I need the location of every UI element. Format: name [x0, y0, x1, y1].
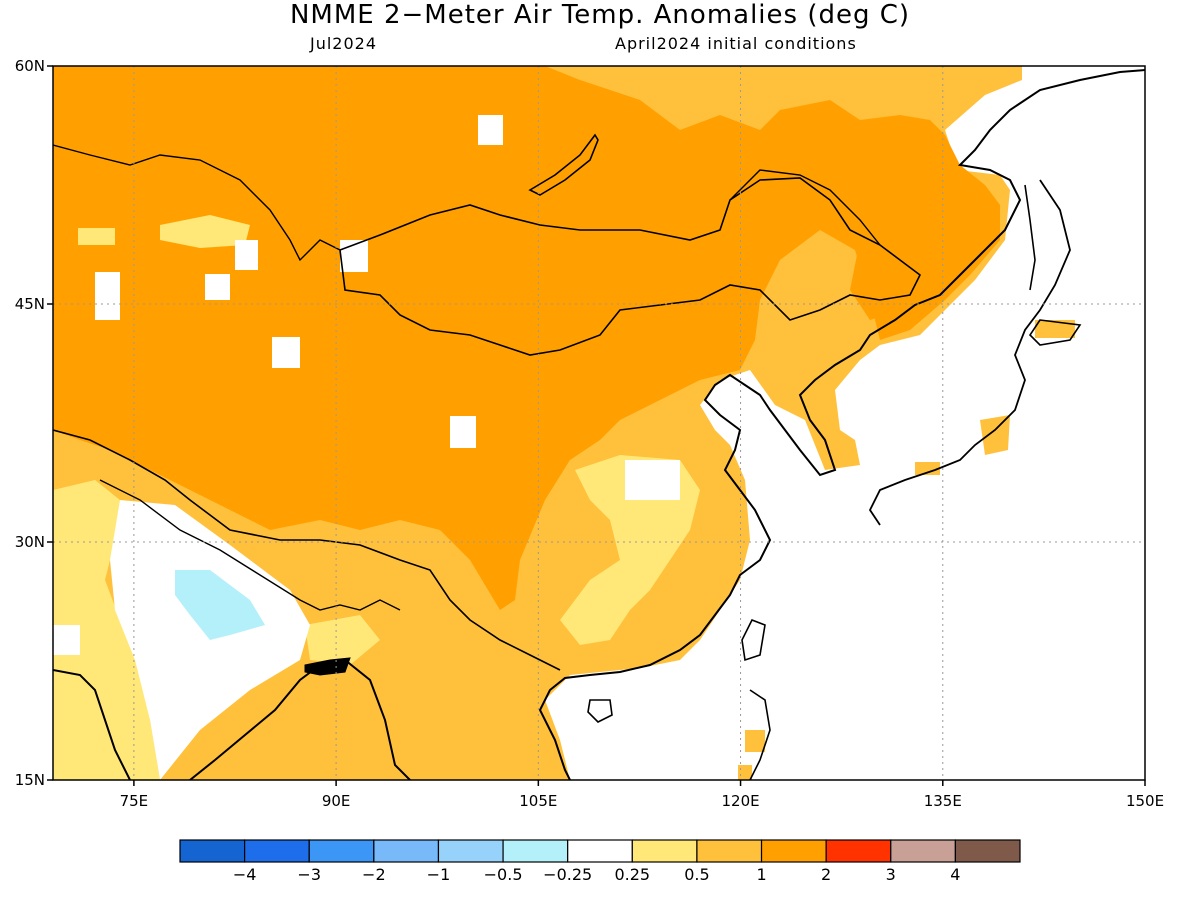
- lon-tick-label: 105E: [519, 792, 557, 810]
- colorbar-swatch: [502, 839, 569, 863]
- colorbar: −4 −3 −2 −1 −0.5 −0.25 0.25 0.5 1 2 3 4: [179, 839, 1021, 884]
- lat-tick-label: 15N: [15, 771, 45, 789]
- anomaly-region-0-5-1-myanmar: [305, 615, 380, 665]
- longitude-axis: 75E 90E 105E 120E 135E 150E: [120, 780, 1164, 810]
- colorbar-swatch: [954, 839, 1021, 863]
- anomaly-region-0-5-1-china: [560, 455, 700, 645]
- colorbar-swatch: [696, 839, 763, 863]
- colorbar-label: 1: [756, 865, 766, 884]
- colorbar-swatch: [437, 839, 504, 863]
- colorbar-label: −3: [297, 865, 321, 884]
- taiwan-outline: [741, 618, 766, 662]
- colorbar-swatch: [567, 839, 633, 863]
- colorbar-swatch: [244, 839, 310, 863]
- anomaly-region-ne-china: [780, 150, 975, 320]
- colorbar-label: 4: [950, 865, 960, 884]
- border-russia-china-ne: [729, 169, 881, 246]
- initial-conditions-label: April2024 initial conditions: [615, 34, 857, 53]
- border-china-south: [53, 429, 561, 671]
- coastline: [538, 69, 1145, 780]
- map-grid: [53, 66, 1145, 780]
- anomaly-region-japan: [915, 320, 1075, 475]
- hainan-outline: [587, 699, 613, 723]
- anomaly-region-0-5-1-india: [53, 480, 160, 780]
- lon-tick-label: 120E: [722, 792, 760, 810]
- lon-tick-label: 135E: [924, 792, 962, 810]
- anomaly-region-negative: [175, 570, 265, 640]
- colorbar-label: 3: [886, 865, 896, 884]
- colorbar-label: 2: [821, 865, 831, 884]
- anomaly-region-0-5-1-kaz: [78, 215, 250, 248]
- border-mongolia: [339, 177, 922, 356]
- colorbar-swatch: [760, 839, 827, 863]
- colorbar-label: −0.5: [484, 865, 523, 884]
- lon-tick-label: 75E: [120, 792, 149, 810]
- colorbar-label: −4: [233, 865, 257, 884]
- colorbar-label: 0.25: [614, 865, 650, 884]
- map-frame: [52, 65, 1146, 781]
- lat-tick-label: 60N: [15, 57, 45, 75]
- anomaly-region-taiwan: [738, 730, 765, 780]
- hokkaido-outline: [1028, 319, 1082, 346]
- bangladesh-delta: [304, 657, 351, 676]
- colorbar-swatch: [631, 839, 698, 863]
- colorbar-swatch: [890, 839, 956, 863]
- philippines-outline: [749, 689, 771, 780]
- lat-tick-label: 30N: [15, 533, 45, 551]
- colorbar-swatch: [179, 839, 246, 863]
- latitude-axis: 60N 45N 30N 15N: [15, 57, 53, 789]
- map-title: NMME 2−Meter Air Temp. Anomalies (deg C): [289, 0, 911, 30]
- lon-tick-label: 150E: [1126, 792, 1164, 810]
- colorbar-swatch: [308, 839, 375, 863]
- lake-baikal: [528, 133, 599, 196]
- colorbar-swatch: [825, 839, 892, 863]
- colorbar-label: −1: [427, 865, 451, 884]
- colorbar-swatch: [373, 839, 440, 863]
- map-plot-area: [53, 66, 1145, 780]
- lat-tick-label: 45N: [15, 295, 45, 313]
- japan-outline: [868, 179, 1071, 526]
- colorbar-label: −0.25: [543, 865, 592, 884]
- lon-tick-label: 90E: [322, 792, 351, 810]
- colorbar-label: 0.5: [684, 865, 709, 884]
- anomaly-region-2-plus: [53, 66, 1000, 610]
- border-india-nepal: [99, 479, 401, 611]
- colorbar-label: −2: [362, 865, 386, 884]
- sakhalin-outline: [1024, 184, 1036, 291]
- forecast-month: Jul2024: [310, 34, 378, 53]
- border-kazakhstan: [53, 144, 341, 262]
